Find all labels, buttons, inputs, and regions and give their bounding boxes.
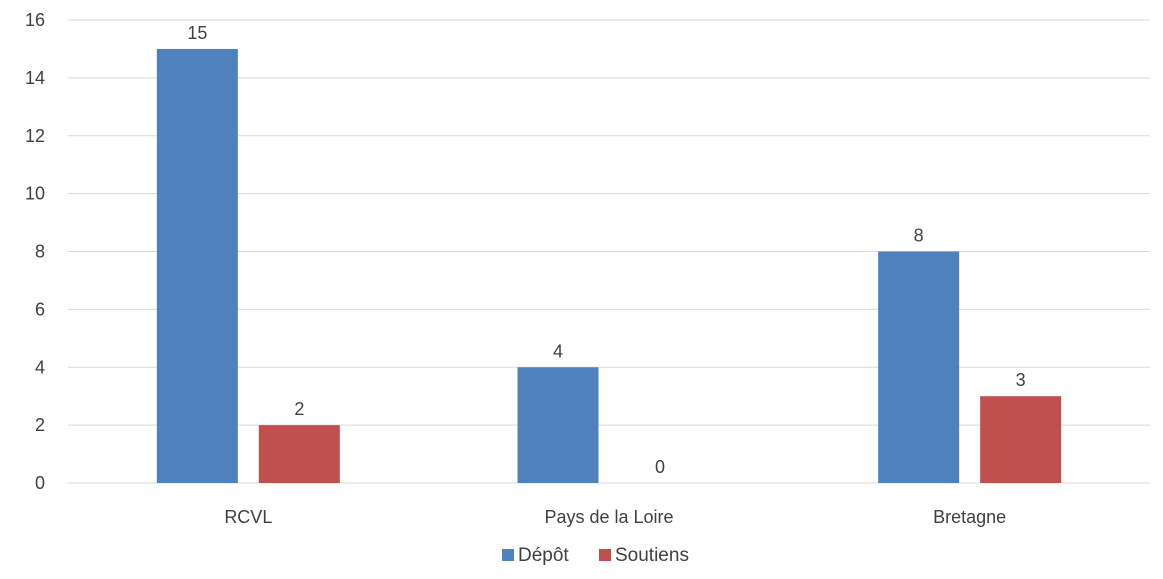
bar-d-p-t: [156, 48, 238, 483]
y-tick-label: 12: [25, 126, 45, 146]
data-label: 15: [187, 23, 207, 43]
data-label: 0: [655, 457, 665, 477]
bar-soutiens: [258, 425, 340, 483]
data-labels-layer: 15 2 4 0 8 3: [187, 23, 1025, 477]
bar-soutiens: [980, 396, 1062, 483]
data-label: 8: [914, 226, 924, 246]
y-tick-label: 6: [35, 299, 45, 319]
y-tick-label: 4: [35, 357, 45, 377]
y-tick-label: 10: [25, 184, 45, 204]
legend-swatch: [502, 549, 514, 561]
data-label: 3: [1016, 370, 1026, 390]
bar-d-p-t: [878, 251, 960, 483]
x-category-label: Bretagne: [933, 507, 1006, 527]
legend-swatch: [599, 549, 611, 561]
legend-label: Soutiens: [615, 545, 689, 566]
x-axis-categories: RCVL Pays de la Loire Bretagne: [224, 507, 1006, 527]
y-tick-label: 16: [25, 10, 45, 30]
bar-d-p-t: [517, 367, 599, 483]
y-tick-label: 8: [35, 242, 45, 262]
y-tick-label: 14: [25, 68, 45, 88]
y-tick-label: 2: [35, 415, 45, 435]
legend-label: Dépôt: [518, 545, 569, 566]
y-axis-ticks: 0 2 4 6 8 10 12 14 16: [25, 10, 45, 493]
x-category-label: RCVL: [224, 507, 272, 527]
data-label: 4: [553, 341, 563, 361]
data-label: 2: [294, 399, 304, 419]
x-category-label: Pays de la Loire: [544, 507, 673, 527]
y-tick-label: 0: [35, 473, 45, 493]
bars-layer: [156, 48, 1062, 483]
legend: Dépôt Soutiens: [502, 545, 689, 566]
grid-layer: [68, 19, 1150, 484]
